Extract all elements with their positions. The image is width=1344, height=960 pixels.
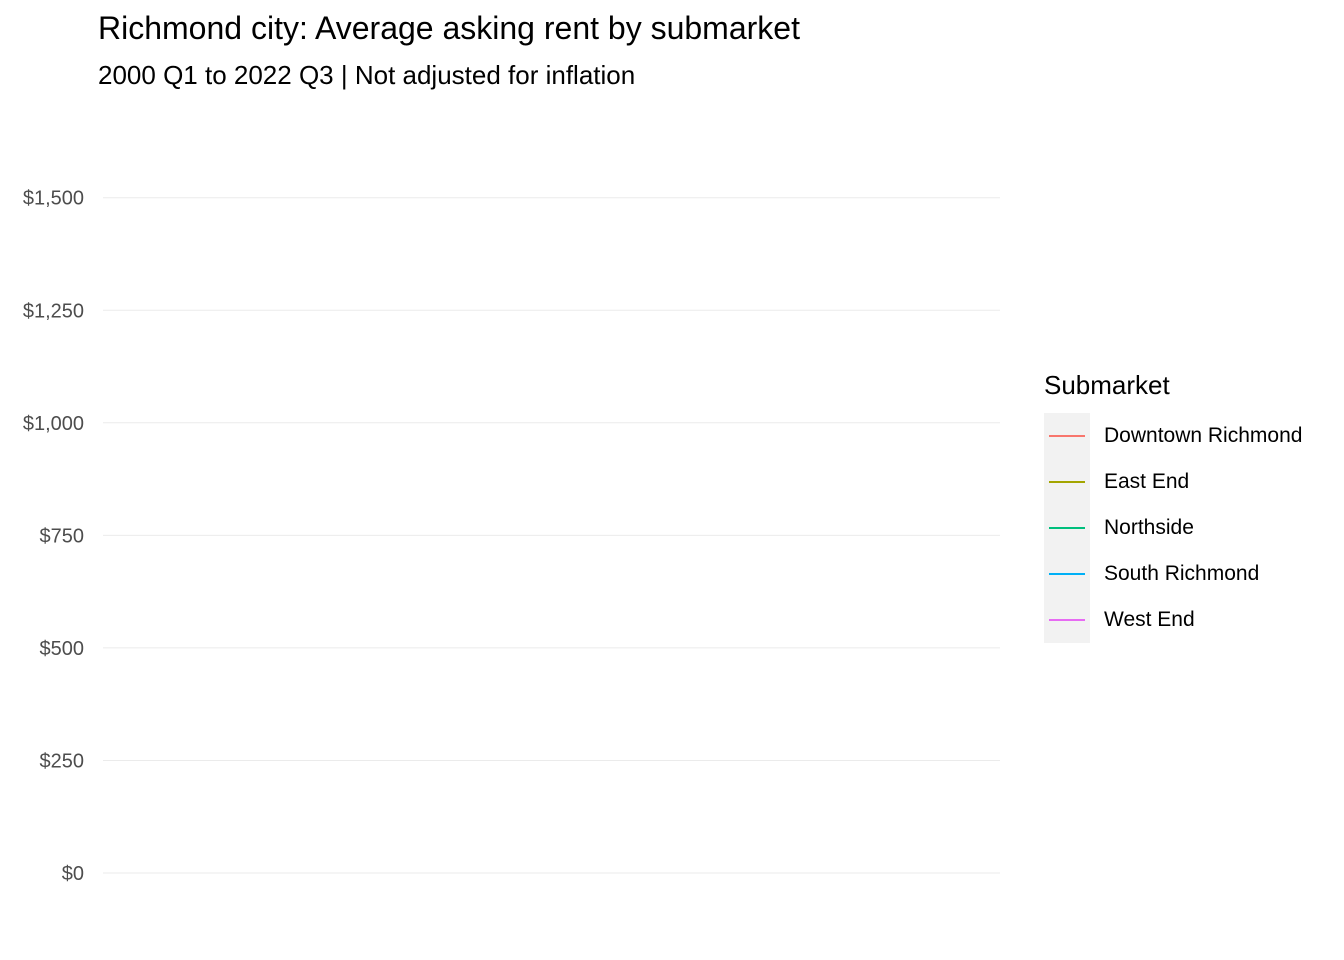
legend-key [1044, 597, 1090, 643]
y-axis-ticks: $0 $250 $500 $750 $1,000 $1,250 $1,500 [23, 188, 84, 885]
legend-swatch [1049, 573, 1085, 575]
legend-swatch [1049, 435, 1085, 437]
legend-item: West End [1044, 597, 1302, 643]
y-tick-label: $1,250 [23, 300, 84, 322]
legend-label: East End [1104, 470, 1190, 493]
legend-item: East End [1044, 459, 1302, 505]
chart-subtitle: 2000 Q1 to 2022 Q3 | Not adjusted for in… [98, 60, 636, 90]
legend-key [1044, 413, 1090, 459]
legend-items: Downtown Richmond East End Northside South … [1044, 413, 1302, 643]
y-tick-label: $750 [40, 525, 85, 547]
legend-item: Northside [1044, 505, 1302, 551]
legend: Submarket Downtown Richmond East End North… [1044, 370, 1302, 643]
legend-swatch [1049, 481, 1085, 483]
gridlines [103, 197, 1000, 874]
legend-key [1044, 459, 1090, 505]
y-tick-label: $1,500 [23, 188, 84, 210]
legend-item: Downtown Richmond [1044, 413, 1302, 459]
legend-label: Northside [1104, 516, 1194, 539]
legend-key [1044, 551, 1090, 597]
legend-swatch [1049, 619, 1085, 621]
legend-label: South Richmond [1104, 562, 1260, 585]
y-tick-label: $1,000 [23, 413, 84, 435]
legend-item: South Richmond [1044, 551, 1302, 597]
legend-swatch [1049, 527, 1085, 529]
legend-title: Submarket [1044, 370, 1170, 400]
legend-label: Downtown Richmond [1104, 424, 1303, 447]
legend-key [1044, 505, 1090, 551]
chart-title: Richmond city: Average asking rent by su… [98, 10, 800, 46]
y-tick-label: $500 [40, 638, 85, 660]
y-tick-label: $250 [40, 750, 85, 772]
y-tick-label: $0 [62, 863, 84, 885]
legend-label: West End [1104, 608, 1195, 631]
